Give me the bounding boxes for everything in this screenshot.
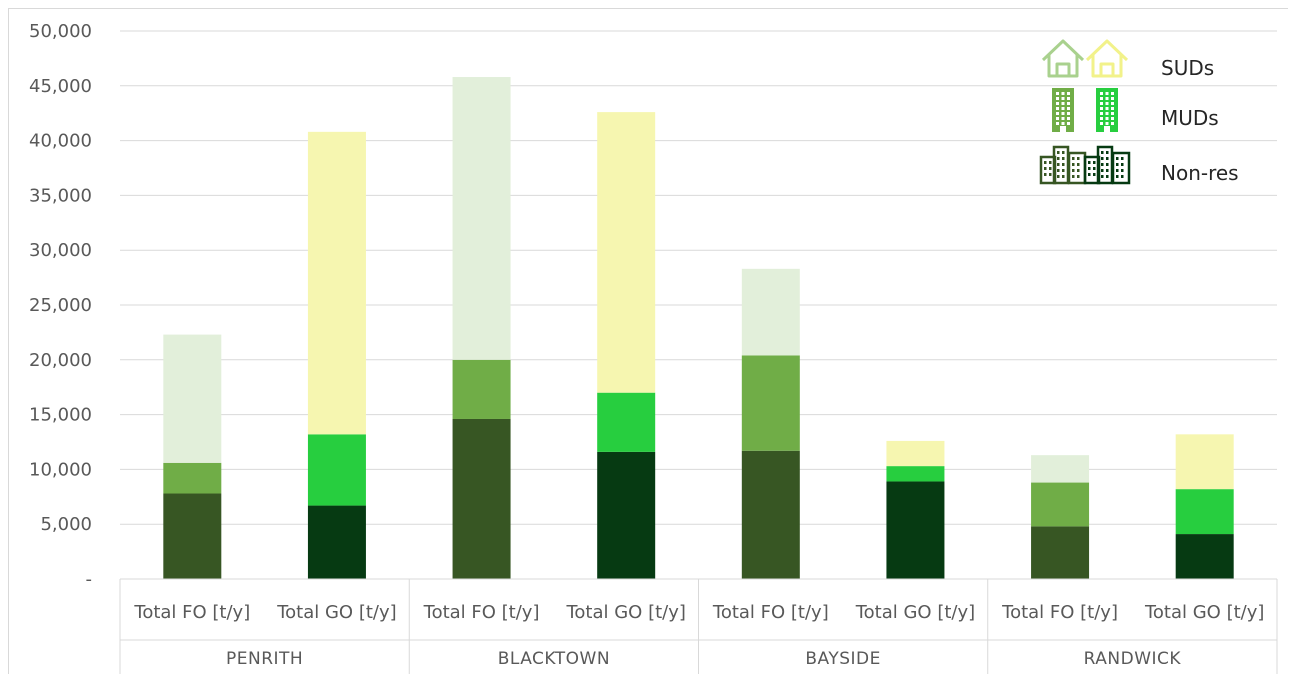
group-label: PENRITH <box>226 649 303 669</box>
bar-non-res <box>1175 534 1234 579</box>
bar-suds <box>307 131 366 435</box>
gridlines <box>120 30 1277 525</box>
x-axis: Total FO [t/y] Total GO [t/y] Total FO [t/… <box>119 578 1278 674</box>
bar-non-res <box>163 493 222 579</box>
y-tick-label: 25,000 <box>29 295 92 316</box>
y-tick-label: 40,000 <box>29 131 92 152</box>
x-tick-label: Total GO [t/y] <box>276 602 396 623</box>
y-tick-label: 15,000 <box>29 405 92 426</box>
bar-muds <box>307 434 366 506</box>
group-label: RANDWICK <box>1084 649 1182 669</box>
bar-non-res <box>452 418 511 579</box>
y-tick-label: 5,000 <box>40 514 92 535</box>
bar-muds <box>1031 482 1090 527</box>
y-tick-label: 45,000 <box>29 76 92 97</box>
group-label: BAYSIDE <box>805 649 881 669</box>
city-icon <box>1039 145 1087 185</box>
bar-muds <box>597 392 656 452</box>
x-tick-label: Total GO [t/y] <box>565 602 685 623</box>
legend-label-non-res: Non-res <box>1161 161 1239 185</box>
house-icon <box>1041 39 1085 78</box>
legend: SUDs MUDs Non-res <box>1039 39 1239 185</box>
house-icon <box>1085 39 1129 78</box>
bar-suds <box>1175 434 1234 490</box>
bar-suds <box>163 334 222 463</box>
city-icon <box>1083 145 1131 185</box>
y-axis: - 5,000 10,000 15,000 20,000 25,000 30,000 35,0… <box>29 21 92 590</box>
building-icon <box>1052 88 1074 132</box>
y-tick-label: 35,000 <box>29 185 92 206</box>
x-tick-label: Total FO [t/y] <box>1001 602 1118 623</box>
bar-suds <box>1031 455 1090 483</box>
bar-non-res <box>886 481 945 579</box>
y-tick-label: - <box>86 569 93 590</box>
x-tick-label: Total FO [t/y] <box>133 602 250 623</box>
bar-non-res <box>597 451 656 579</box>
bar-non-res <box>1031 526 1090 579</box>
bar-muds <box>741 355 800 451</box>
y-tick-label: 20,000 <box>29 350 92 371</box>
bar-suds <box>741 268 800 356</box>
group-label: BLACKTOWN <box>498 649 610 669</box>
chart-frame <box>8 8 1288 674</box>
bar-non-res <box>307 505 366 579</box>
y-tick-label: 10,000 <box>29 459 92 480</box>
bar-muds <box>452 359 511 419</box>
legend-label-muds: MUDs <box>1161 106 1219 130</box>
bar-muds <box>886 466 945 482</box>
building-icon <box>1096 88 1118 132</box>
bar-suds <box>886 440 945 467</box>
x-tick-label: Total GO [t/y] <box>855 602 975 623</box>
x-tick-label: Total FO [t/y] <box>423 602 540 623</box>
x-tick-label: Total GO [t/y] <box>1144 602 1264 623</box>
bar-suds <box>597 112 656 393</box>
legend-label-suds: SUDs <box>1161 56 1214 80</box>
bar-muds <box>163 462 222 494</box>
x-tick-label: Total FO [t/y] <box>712 602 829 623</box>
bar-non-res <box>741 450 800 579</box>
y-tick-label: 30,000 <box>29 240 92 261</box>
bars <box>163 77 1234 579</box>
y-tick-label: 50,000 <box>29 21 92 42</box>
bar-muds <box>1175 489 1234 535</box>
bar-suds <box>452 77 511 360</box>
